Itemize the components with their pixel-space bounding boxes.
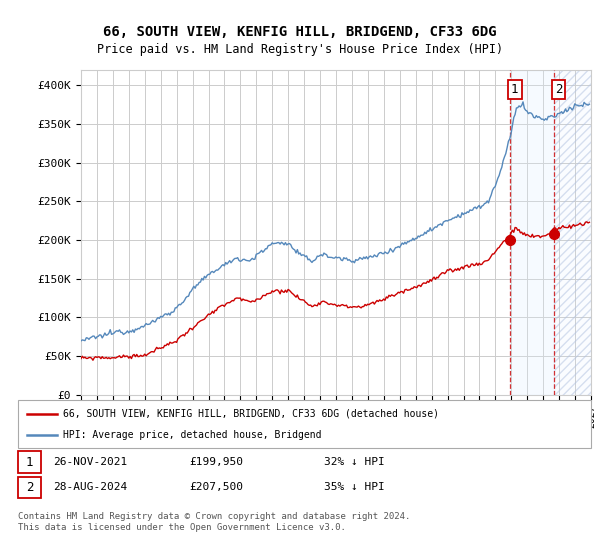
Text: 66, SOUTH VIEW, KENFIG HILL, BRIDGEND, CF33 6DG: 66, SOUTH VIEW, KENFIG HILL, BRIDGEND, C… <box>103 25 497 39</box>
Text: 2: 2 <box>26 480 33 494</box>
Text: 35% ↓ HPI: 35% ↓ HPI <box>324 482 385 492</box>
Bar <box>554 70 591 395</box>
Text: 1: 1 <box>26 455 33 469</box>
Text: £199,950: £199,950 <box>189 457 243 467</box>
Text: £207,500: £207,500 <box>189 482 243 492</box>
Text: Price paid vs. HM Land Registry's House Price Index (HPI): Price paid vs. HM Land Registry's House … <box>97 43 503 55</box>
Bar <box>554 70 591 395</box>
Text: 26-NOV-2021: 26-NOV-2021 <box>53 457 127 467</box>
Text: 66, SOUTH VIEW, KENFIG HILL, BRIDGEND, CF33 6DG (detached house): 66, SOUTH VIEW, KENFIG HILL, BRIDGEND, C… <box>63 409 439 419</box>
Text: 28-AUG-2024: 28-AUG-2024 <box>53 482 127 492</box>
Text: Contains HM Land Registry data © Crown copyright and database right 2024.
This d: Contains HM Land Registry data © Crown c… <box>18 512 410 532</box>
Text: 2: 2 <box>555 83 562 96</box>
Text: HPI: Average price, detached house, Bridgend: HPI: Average price, detached house, Brid… <box>63 430 322 440</box>
Text: 32% ↓ HPI: 32% ↓ HPI <box>324 457 385 467</box>
Text: 1: 1 <box>511 83 518 96</box>
Bar <box>510 70 554 395</box>
